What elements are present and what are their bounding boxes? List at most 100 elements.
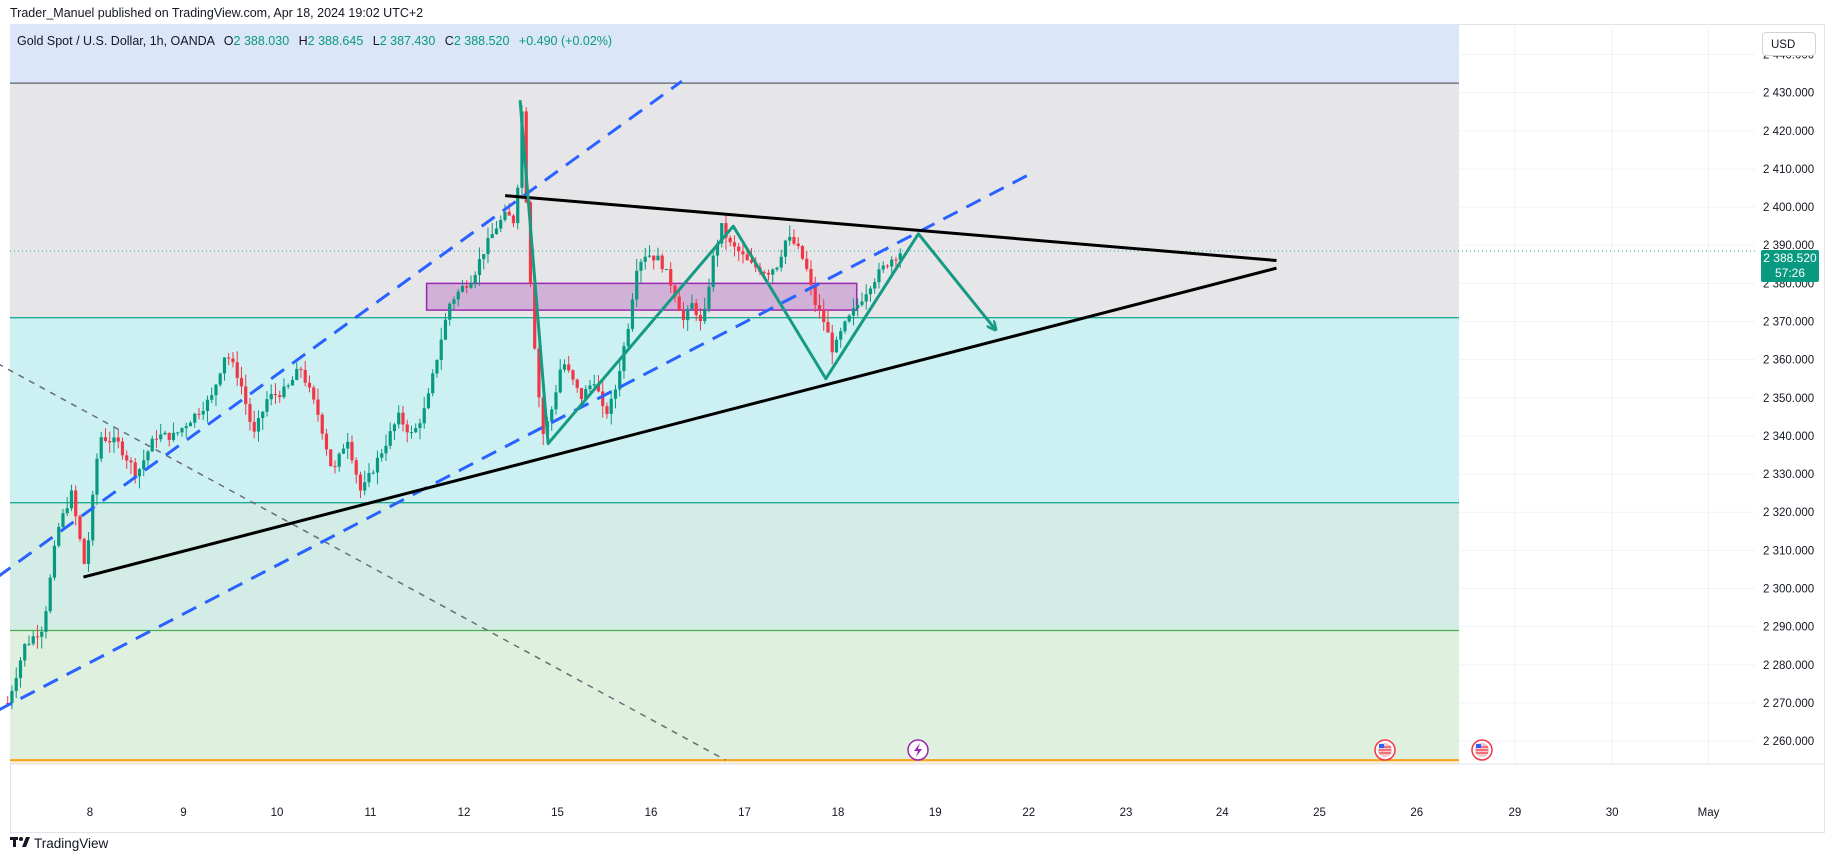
candle-body — [120, 441, 125, 456]
candle-body — [443, 319, 448, 340]
candle-body — [711, 255, 715, 287]
time-tick-label: 8 — [87, 807, 93, 819]
time-tick-label: 22 — [1022, 807, 1035, 819]
candle-body — [448, 303, 452, 320]
resistance-zone-box — [425, 282, 858, 311]
candle-body — [885, 265, 890, 267]
candle-body — [809, 268, 813, 285]
brand-name: TradingView — [34, 835, 109, 851]
candle-body — [469, 283, 473, 288]
close-value: 2 388.520 — [453, 34, 510, 48]
candle-body — [456, 291, 460, 300]
candle-body — [384, 445, 388, 454]
open-value: 2 388.030 — [233, 34, 290, 48]
candle-body — [639, 261, 643, 271]
candle-body — [231, 358, 235, 363]
candle-body — [669, 269, 673, 286]
candle-body — [341, 448, 346, 454]
candle-body — [78, 516, 82, 539]
candle-body — [541, 397, 545, 435]
us-flag-icon[interactable] — [1471, 739, 1493, 761]
candle-body — [6, 702, 10, 704]
candle-body — [61, 513, 65, 527]
candle-body — [210, 395, 214, 400]
candle-body — [626, 328, 630, 347]
candle-body — [567, 364, 571, 371]
candle-body — [108, 440, 112, 443]
candle-body — [851, 308, 856, 316]
candle-body — [52, 545, 57, 578]
candle-body — [201, 410, 205, 415]
time-tick-label: 26 — [1410, 807, 1423, 819]
candle-body — [397, 412, 401, 425]
candle-body — [724, 223, 728, 238]
time-tick-label: 23 — [1120, 807, 1133, 819]
candle-body — [337, 453, 341, 467]
zone-band — [10, 317, 1459, 503]
candle-body — [31, 636, 35, 644]
candle-body — [622, 346, 626, 372]
candle-body — [18, 660, 23, 679]
close-label: C — [444, 34, 454, 48]
lightning-icon[interactable] — [907, 739, 929, 761]
candle-body — [686, 309, 690, 321]
candle-body — [324, 433, 329, 450]
candle-body — [27, 643, 31, 645]
brand-footer[interactable]: TradingView — [10, 835, 108, 851]
candle-body — [222, 357, 227, 374]
price-tick-label: 2 410.000 — [1763, 164, 1814, 176]
candle-body — [239, 377, 244, 387]
candle-body — [418, 423, 422, 429]
candle-body — [426, 393, 431, 409]
candle-body — [830, 332, 834, 353]
candle-body — [91, 494, 95, 541]
candle-body — [486, 238, 490, 255]
candle-body — [584, 389, 588, 400]
symbol-legend: Gold Spot / U.S. Dollar, 1h, OANDA O2 38… — [17, 34, 612, 48]
candle-body — [137, 469, 142, 477]
last-price-badge: 2 388.520 57:26 — [1761, 250, 1819, 282]
bar-countdown: 57:26 — [1774, 266, 1806, 280]
candle-body — [516, 187, 520, 224]
symbol-title: Gold Spot / U.S. Dollar, 1h, OANDA — [17, 34, 215, 48]
price-tick-label: 2 260.000 — [1763, 736, 1814, 748]
candle-body — [23, 644, 27, 661]
candle-body — [367, 472, 371, 483]
candle-body — [295, 368, 299, 380]
candle-body — [205, 399, 210, 411]
low-value: 2 387.430 — [379, 34, 436, 48]
candle-body — [507, 211, 511, 216]
candle-body — [265, 399, 269, 412]
price-tick-label: 2 340.000 — [1763, 431, 1814, 443]
us-flag-icon-canton — [1476, 744, 1481, 748]
candle-body — [839, 331, 843, 340]
candle-body — [40, 631, 44, 637]
candle-body — [435, 359, 439, 374]
candle-body — [601, 391, 605, 407]
candle-body — [490, 234, 494, 239]
zone-band — [10, 630, 1459, 761]
candles — [6, 104, 902, 710]
candle-body — [35, 636, 40, 638]
publish-line: Trader_Manuel published on TradingView.c… — [10, 6, 424, 20]
time-tick-label: 9 — [180, 807, 186, 819]
us-flag-icon[interactable] — [1374, 739, 1396, 761]
candle-body — [796, 243, 800, 247]
candle-body — [261, 411, 265, 419]
time-tick-label: 18 — [832, 807, 845, 819]
candle-body — [350, 441, 354, 461]
zone-band — [10, 502, 1459, 631]
candle-body — [745, 254, 749, 261]
candle-body — [116, 437, 120, 442]
candle-body — [248, 404, 252, 422]
candle-body — [69, 490, 74, 509]
price-tick-label: 2 350.000 — [1763, 393, 1814, 405]
high-label: H — [298, 34, 308, 48]
candle-body — [575, 379, 579, 388]
candle-body — [142, 460, 146, 470]
zone-band — [10, 24, 1459, 84]
price-tick-label: 2 310.000 — [1763, 545, 1814, 557]
time-tick-label: 19 — [929, 807, 942, 819]
currency-button[interactable]: USD — [1762, 32, 1816, 56]
